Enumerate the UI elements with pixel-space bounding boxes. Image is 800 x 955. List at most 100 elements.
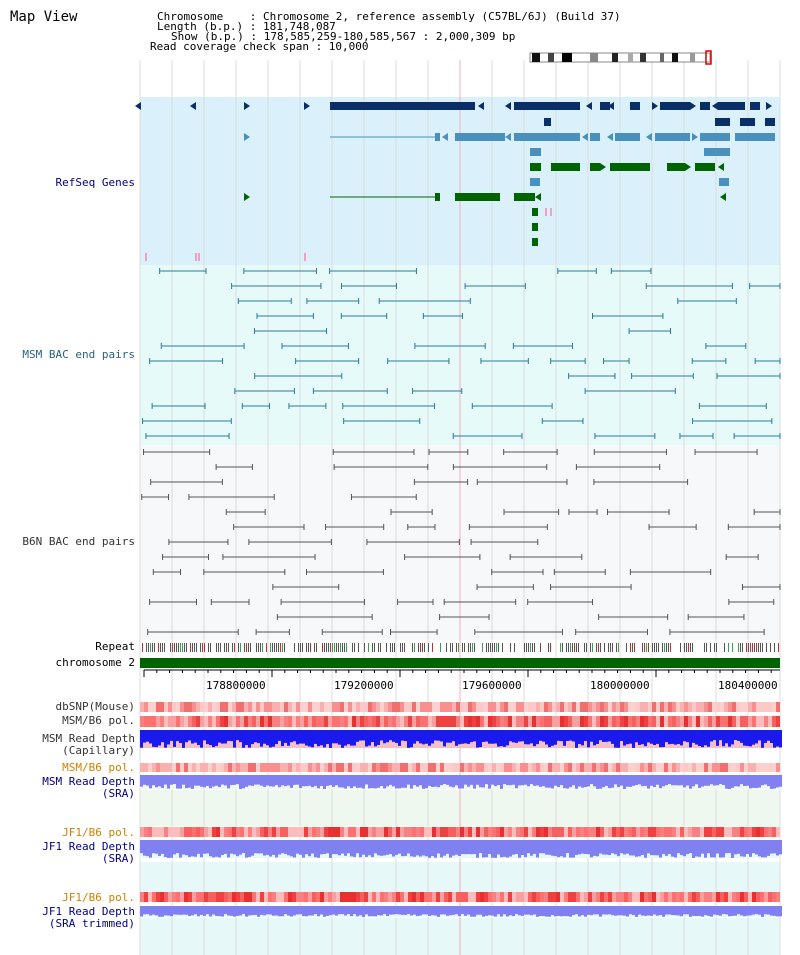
repeat-mark [716,643,717,652]
gene-exon [719,178,729,186]
depth-bar [572,730,575,742]
depth-bar [398,730,401,746]
depth-bar [611,730,614,744]
depth-bar [602,775,605,788]
heat-cell [400,827,404,837]
repeat-mark [686,643,687,652]
heat-cell [148,827,152,837]
heat-cell [328,827,332,837]
heat-cell [752,716,756,727]
depth-bar [599,906,602,917]
heat-cell [760,716,764,727]
depth-bar [467,775,470,787]
heat-cell [288,702,292,712]
depth-bar [437,775,440,788]
heat-cell [712,827,716,837]
repeat-mark [386,643,387,652]
heat-cell [332,827,336,837]
repeat-mark [224,643,225,652]
b6n-bac-track-label[interactable]: B6N BAC end pairs [22,535,135,548]
repeat-mark [706,643,707,652]
heat-cell [152,763,156,772]
heat-cell [316,892,320,902]
repeat-mark [704,643,705,652]
depth-bar [182,775,185,785]
heat-cell [144,702,148,712]
heat-cell [252,702,256,712]
gene-exon [610,163,650,171]
depth-bar [539,730,542,741]
depth-bar [731,730,734,745]
heat-cell [724,827,728,837]
repeat-mark [160,643,161,652]
depth-bar [581,840,584,854]
heat-cell [756,827,760,837]
repeat-mark [392,643,393,652]
depth-bar [212,775,215,787]
depth-bar [755,775,758,788]
heat-cell [728,827,732,837]
refseq-track-label[interactable]: RefSeq Genes [55,176,135,189]
depth-bar [161,906,164,917]
repeat-mark [394,643,395,652]
msm-depth-sra-sublabel: (SRA) [101,787,135,800]
depth-bar [242,840,245,854]
depth-bar [620,775,623,786]
depth-bar [485,906,488,916]
depth-bar [320,840,323,855]
depth-bar [497,840,500,855]
depth-bar [320,906,323,915]
heat-cell [304,827,308,837]
depth-bar [692,840,695,858]
heat-cell [176,702,180,712]
depth-bar [722,730,725,747]
heat-cell [660,892,664,902]
repeat-mark [530,643,531,652]
depth-bar [377,775,380,788]
msm-bac-track-label[interactable]: MSM BAC end pairs [22,348,135,361]
heat-cell [564,763,568,772]
depth-bar [257,906,260,917]
depth-bar [617,730,620,748]
repeat-mark [148,643,149,652]
heat-cell [720,827,724,837]
repeat-mark [754,643,755,652]
heat-cell [400,716,404,727]
repeat-mark [306,643,307,652]
heat-cell [200,827,204,837]
repeat-mark [182,643,183,652]
heat-cell [644,827,648,837]
depth-bar [245,906,248,917]
heat-cell [176,716,180,727]
heat-cell [560,827,564,837]
depth-bar [281,906,284,917]
depth-bar [683,775,686,788]
heat-cell [276,827,280,837]
heat-cell [404,716,408,727]
repeat-mark [402,643,403,652]
depth-bar [227,906,230,916]
heat-cell [448,892,452,902]
heat-cell [484,892,488,902]
heat-cell [516,892,520,902]
depth-bar [377,730,380,745]
heat-cell [640,892,644,902]
depth-bar [419,730,422,744]
heat-cell [736,702,740,712]
repeat-mark [174,643,175,652]
heat-cell [172,702,176,712]
heat-cell [420,763,424,772]
heat-cell [468,716,472,727]
heat-cell [708,763,712,772]
depth-bar [779,906,782,917]
heat-cell [308,763,312,772]
heat-cell [684,892,688,902]
depth-bar [485,840,488,858]
depth-bar [761,906,764,917]
depth-bar [716,840,719,854]
heat-cell [228,763,232,772]
heat-cell [248,716,252,727]
heat-cell [664,716,668,727]
heat-cell [264,702,268,712]
